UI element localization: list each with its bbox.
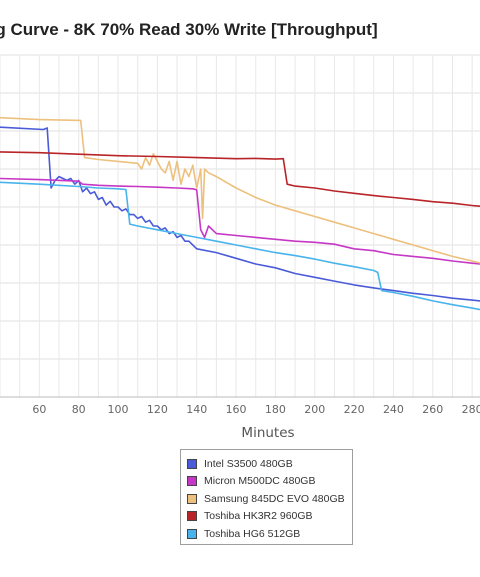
legend-swatch (187, 476, 197, 487)
series-line-2 (0, 177, 480, 265)
legend-item: Samsung 845DC EVO 480GB (187, 490, 352, 508)
x-tick-label: 100 (108, 403, 129, 416)
x-tick-label: 180 (265, 403, 286, 416)
legend-item: Toshiba HG6 512GB (187, 525, 352, 543)
legend-swatch (187, 528, 197, 539)
x-tick-label: 220 (344, 403, 365, 416)
series-line-5 (0, 181, 480, 311)
series-line-1 (0, 126, 480, 302)
series-lines (0, 116, 480, 311)
legend-swatch (187, 511, 197, 522)
x-axis-label: Minutes (241, 425, 294, 441)
x-tick-label: 260 (422, 403, 443, 416)
legend-swatch (187, 458, 197, 469)
x-axis-ticks: 60 80 100 120 140 160 180 200 220 240 260 280 (32, 403, 480, 416)
x-tick-label: 160 (226, 403, 247, 416)
legend-item: Intel S3500 480GB (187, 455, 352, 473)
x-tick-label: 120 (147, 403, 168, 416)
legend-label: Intel S3500 480GB (204, 457, 293, 470)
chart-title: Preconditioning Curve - 8K 70% Read 30% … (0, 20, 378, 39)
legend-label: Toshiba HK3R2 960GB (204, 510, 313, 523)
x-tick-label: 200 (304, 403, 325, 416)
legend-swatch (187, 493, 197, 504)
grid (0, 54, 480, 398)
legend-label: Samsung 845DC EVO 480GB (204, 492, 345, 505)
series-line-3 (0, 116, 480, 264)
series-line-4 (0, 151, 480, 207)
x-tick-label: 60 (32, 403, 46, 416)
x-tick-label: 280 (462, 403, 480, 416)
x-tick-label: 240 (383, 403, 404, 416)
legend-label: Micron M500DC 480GB (204, 475, 316, 488)
legend-item: Toshiba HK3R2 960GB (187, 508, 352, 526)
x-tick-label: 80 (72, 403, 86, 416)
legend-label: Toshiba HG6 512GB (204, 527, 301, 540)
legend-item: Micron M500DC 480GB (187, 473, 352, 491)
x-tick-label: 140 (186, 403, 207, 416)
legend: Intel S3500 480GB Micron M500DC 480GB Sams… (180, 449, 353, 545)
